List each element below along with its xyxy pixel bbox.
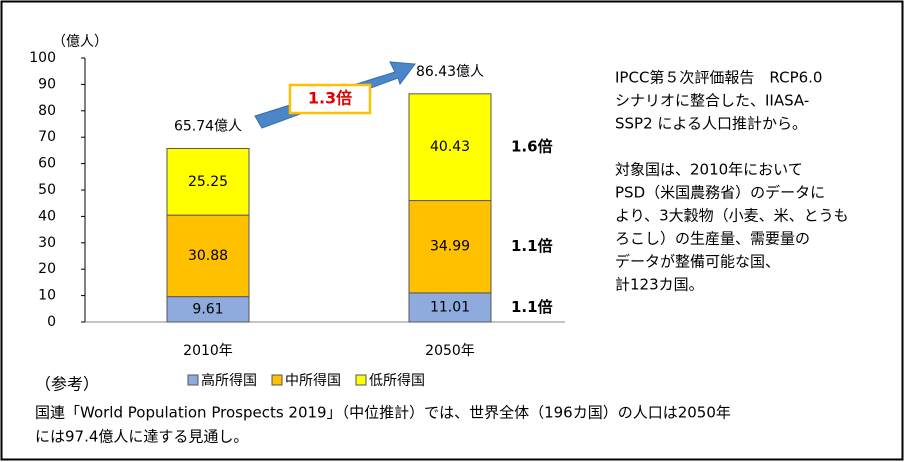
side-note-line: シナリオに整合した、IIASA- — [615, 92, 809, 110]
y-tick-label: 30 — [38, 235, 56, 251]
segment-label: 11.01 — [430, 299, 470, 315]
total-label: 86.43億人 — [416, 64, 484, 80]
total-label: 65.74億人 — [174, 118, 242, 134]
bar-segment — [166, 147, 250, 216]
y-tick-label: 50 — [38, 182, 56, 198]
x-tick-label: 2010年 — [183, 343, 233, 359]
y-tick-label: 100 — [29, 50, 56, 66]
ratio-label: 1.1倍 — [511, 298, 553, 316]
side-note-line: PSD（米国農務省）のデータに — [615, 184, 825, 202]
segment-label: 9.61 — [192, 301, 223, 317]
y-tick-label: 40 — [38, 208, 56, 224]
side-note-line: IPCC第５次評価報告 RCP6.0 — [615, 69, 822, 87]
reference-line: 国連「World Population Prospects 2019」（中位推計… — [35, 404, 731, 422]
y-tick-label: 0 — [47, 314, 56, 330]
side-note-line: SSP2 による人口推計から。 — [615, 115, 807, 133]
legend-swatch — [355, 374, 367, 386]
side-note-line: ろこし）の生産量、需要量の — [615, 230, 810, 248]
side-note-line: 計123カ国。 — [615, 276, 704, 294]
y-unit: （億人） — [52, 34, 108, 50]
y-tick-label: 60 — [38, 156, 56, 172]
bar-segment — [408, 93, 492, 202]
legend-swatch — [271, 374, 283, 386]
ratio-label: 1.1倍 — [511, 237, 553, 255]
segment-label: 40.43 — [430, 139, 470, 155]
bar-segment — [408, 292, 492, 323]
legend-label: 低所得国 — [369, 372, 425, 389]
legend-label: 高所得国 — [201, 372, 257, 389]
y-tick-label: 10 — [38, 288, 56, 304]
segment-label: 34.99 — [430, 239, 470, 255]
bar-segment — [166, 214, 250, 298]
reference-heading: （参考） — [35, 375, 99, 394]
segment-label: 25.25 — [188, 174, 228, 190]
legend-swatch — [187, 374, 199, 386]
y-tick-label: 90 — [38, 76, 56, 92]
growth-box — [288, 83, 372, 115]
side-note-line: 対象国は、2010年において — [615, 161, 803, 179]
segment-label: 30.88 — [188, 248, 228, 264]
ratio-label: 1.6倍 — [511, 138, 553, 156]
bar-segment — [166, 296, 250, 323]
x-tick-label: 2050年 — [425, 343, 475, 359]
reference-line: には97.4億人に達する見通し。 — [35, 428, 248, 446]
y-tick-label: 80 — [38, 103, 56, 119]
growth-label: 1.3倍 — [308, 89, 352, 108]
legend-label: 中所得国 — [285, 372, 341, 389]
side-note-line: より、3大穀物（小麦、米、とうも — [615, 207, 849, 225]
side-note-line: データが整備可能な国、 — [615, 253, 780, 271]
y-tick-label: 20 — [38, 261, 56, 277]
y-tick-label: 70 — [38, 129, 56, 145]
